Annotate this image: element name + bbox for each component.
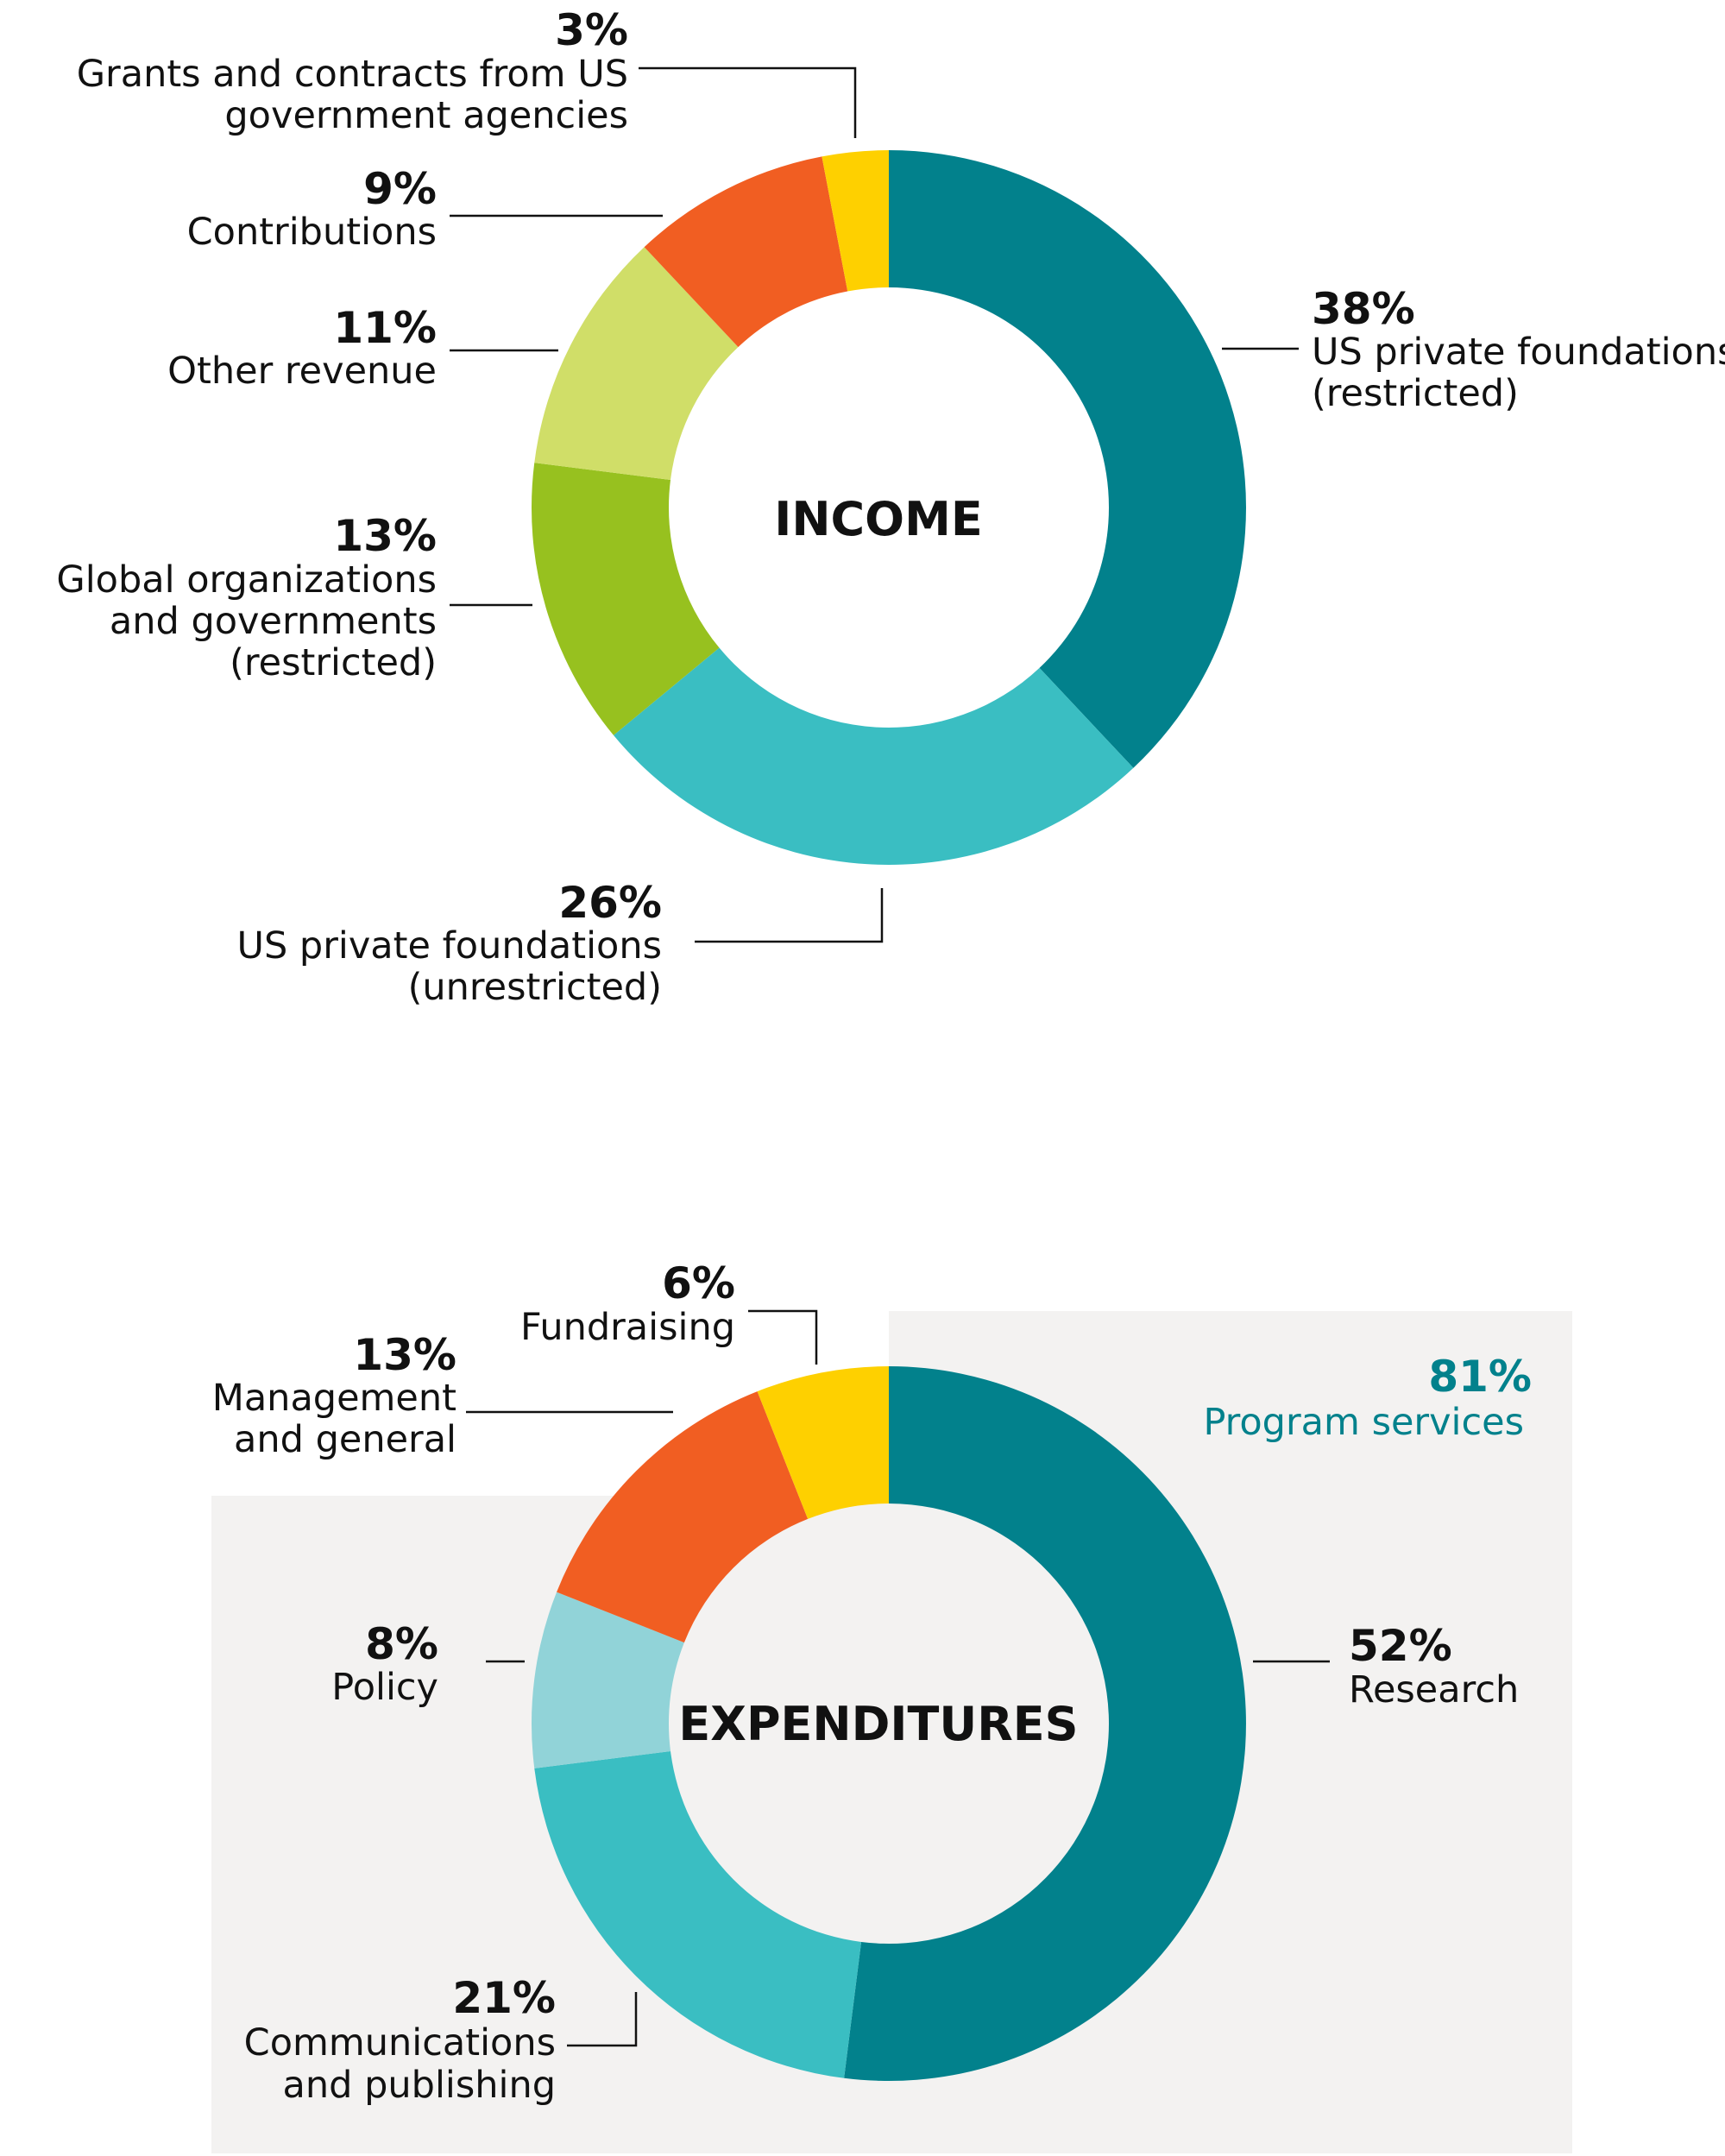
expenditures-donut: [531, 1366, 1246, 2082]
label-fundraising: 6%Fundraising: [520, 1258, 818, 1365]
leader-line: [748, 1309, 818, 1365]
label-research: 52%Research: [1253, 1621, 1519, 1712]
slice-communications-and-publishing: [534, 1750, 862, 2078]
slice-name-label: Grants and contracts from US: [77, 53, 628, 96]
slice-name-label: Other revenue: [167, 350, 437, 393]
slice-name-label: Contributions: [187, 211, 437, 254]
label-us-private-foundations-restricted: 38%US private foundations(restricted): [1222, 284, 1725, 415]
label-us-private-foundations-unrestricted: 26%US private foundations(unrestricted): [236, 878, 884, 1009]
slice-pct-label: 21%: [452, 1973, 556, 2023]
slice-name-label: and publishing: [283, 2064, 556, 2107]
slice-pct-label: 6%: [662, 1258, 735, 1308]
income-donut: [531, 150, 1246, 865]
slice-pct-label: 3%: [555, 5, 628, 55]
slice-name-label: Global organizations: [56, 558, 437, 602]
slice-name-label: US private foundations: [1312, 331, 1725, 374]
slice-name-label: and general: [234, 1418, 456, 1461]
label-contributions: 9%Contributions: [187, 164, 663, 254]
slice-us-private-foundations-restricted: [889, 150, 1246, 768]
slice-grants-and-contracts-from-us-government-agencies: [822, 150, 889, 292]
slice-other-revenue: [534, 247, 739, 481]
slice-name-label: (restricted): [1312, 372, 1519, 415]
slice-name-label: (restricted): [230, 641, 437, 684]
slice-pct-label: 13%: [333, 511, 437, 561]
leader-line: [695, 888, 884, 943]
program-services-label: Program services: [1203, 1401, 1524, 1444]
leader-line: [567, 1992, 638, 2047]
income-center-title: INCOME: [774, 492, 982, 546]
slice-pct-label: 52%: [1349, 1621, 1452, 1671]
slice-name-label: US private foundations: [236, 924, 662, 968]
label-other-revenue: 11%Other revenue: [167, 303, 558, 393]
slice-name-label: (unrestricted): [408, 966, 662, 1009]
slice-contributions: [644, 156, 848, 348]
slice-pct-label: 9%: [363, 164, 437, 214]
slice-policy: [531, 1592, 684, 1768]
slice-pct-label: 11%: [333, 303, 437, 353]
leader-line: [639, 66, 857, 138]
slice-management-and-general: [557, 1391, 809, 1643]
slice-fundraising: [757, 1366, 889, 1519]
slice-pct-label: 26%: [558, 878, 662, 928]
slice-name-label: Communications: [244, 2021, 556, 2065]
slice-pct-label: 13%: [353, 1330, 456, 1380]
label-grants-and-contracts-from-us-government-agencies: 3%Grants and contracts from USgovernment…: [77, 5, 857, 138]
slice-name-label: Management: [212, 1377, 456, 1420]
income-labels: 38%US private foundations(restricted)26%…: [56, 5, 1725, 1009]
slice-us-private-foundations-unrestricted: [614, 647, 1134, 865]
slice-pct-label: 8%: [365, 1619, 438, 1669]
slice-pct-label: 38%: [1312, 284, 1415, 334]
slice-name-label: government agencies: [224, 94, 628, 137]
slice-global-organizations-and-governments-restricted: [531, 463, 720, 735]
program-services-highlight: [211, 1311, 1572, 2153]
slice-name-label: and governments: [110, 600, 437, 643]
slice-name-label: Policy: [331, 1666, 438, 1709]
slice-name-label: Fundraising: [520, 1306, 735, 1349]
slice-research: [844, 1366, 1246, 2082]
expenditures-center-title: EXPENDITURES: [678, 1697, 1078, 1751]
program-services-pct: 81%: [1428, 1352, 1532, 1402]
slice-name-label: Research: [1349, 1668, 1519, 1712]
label-policy: 8%Policy: [331, 1619, 525, 1709]
